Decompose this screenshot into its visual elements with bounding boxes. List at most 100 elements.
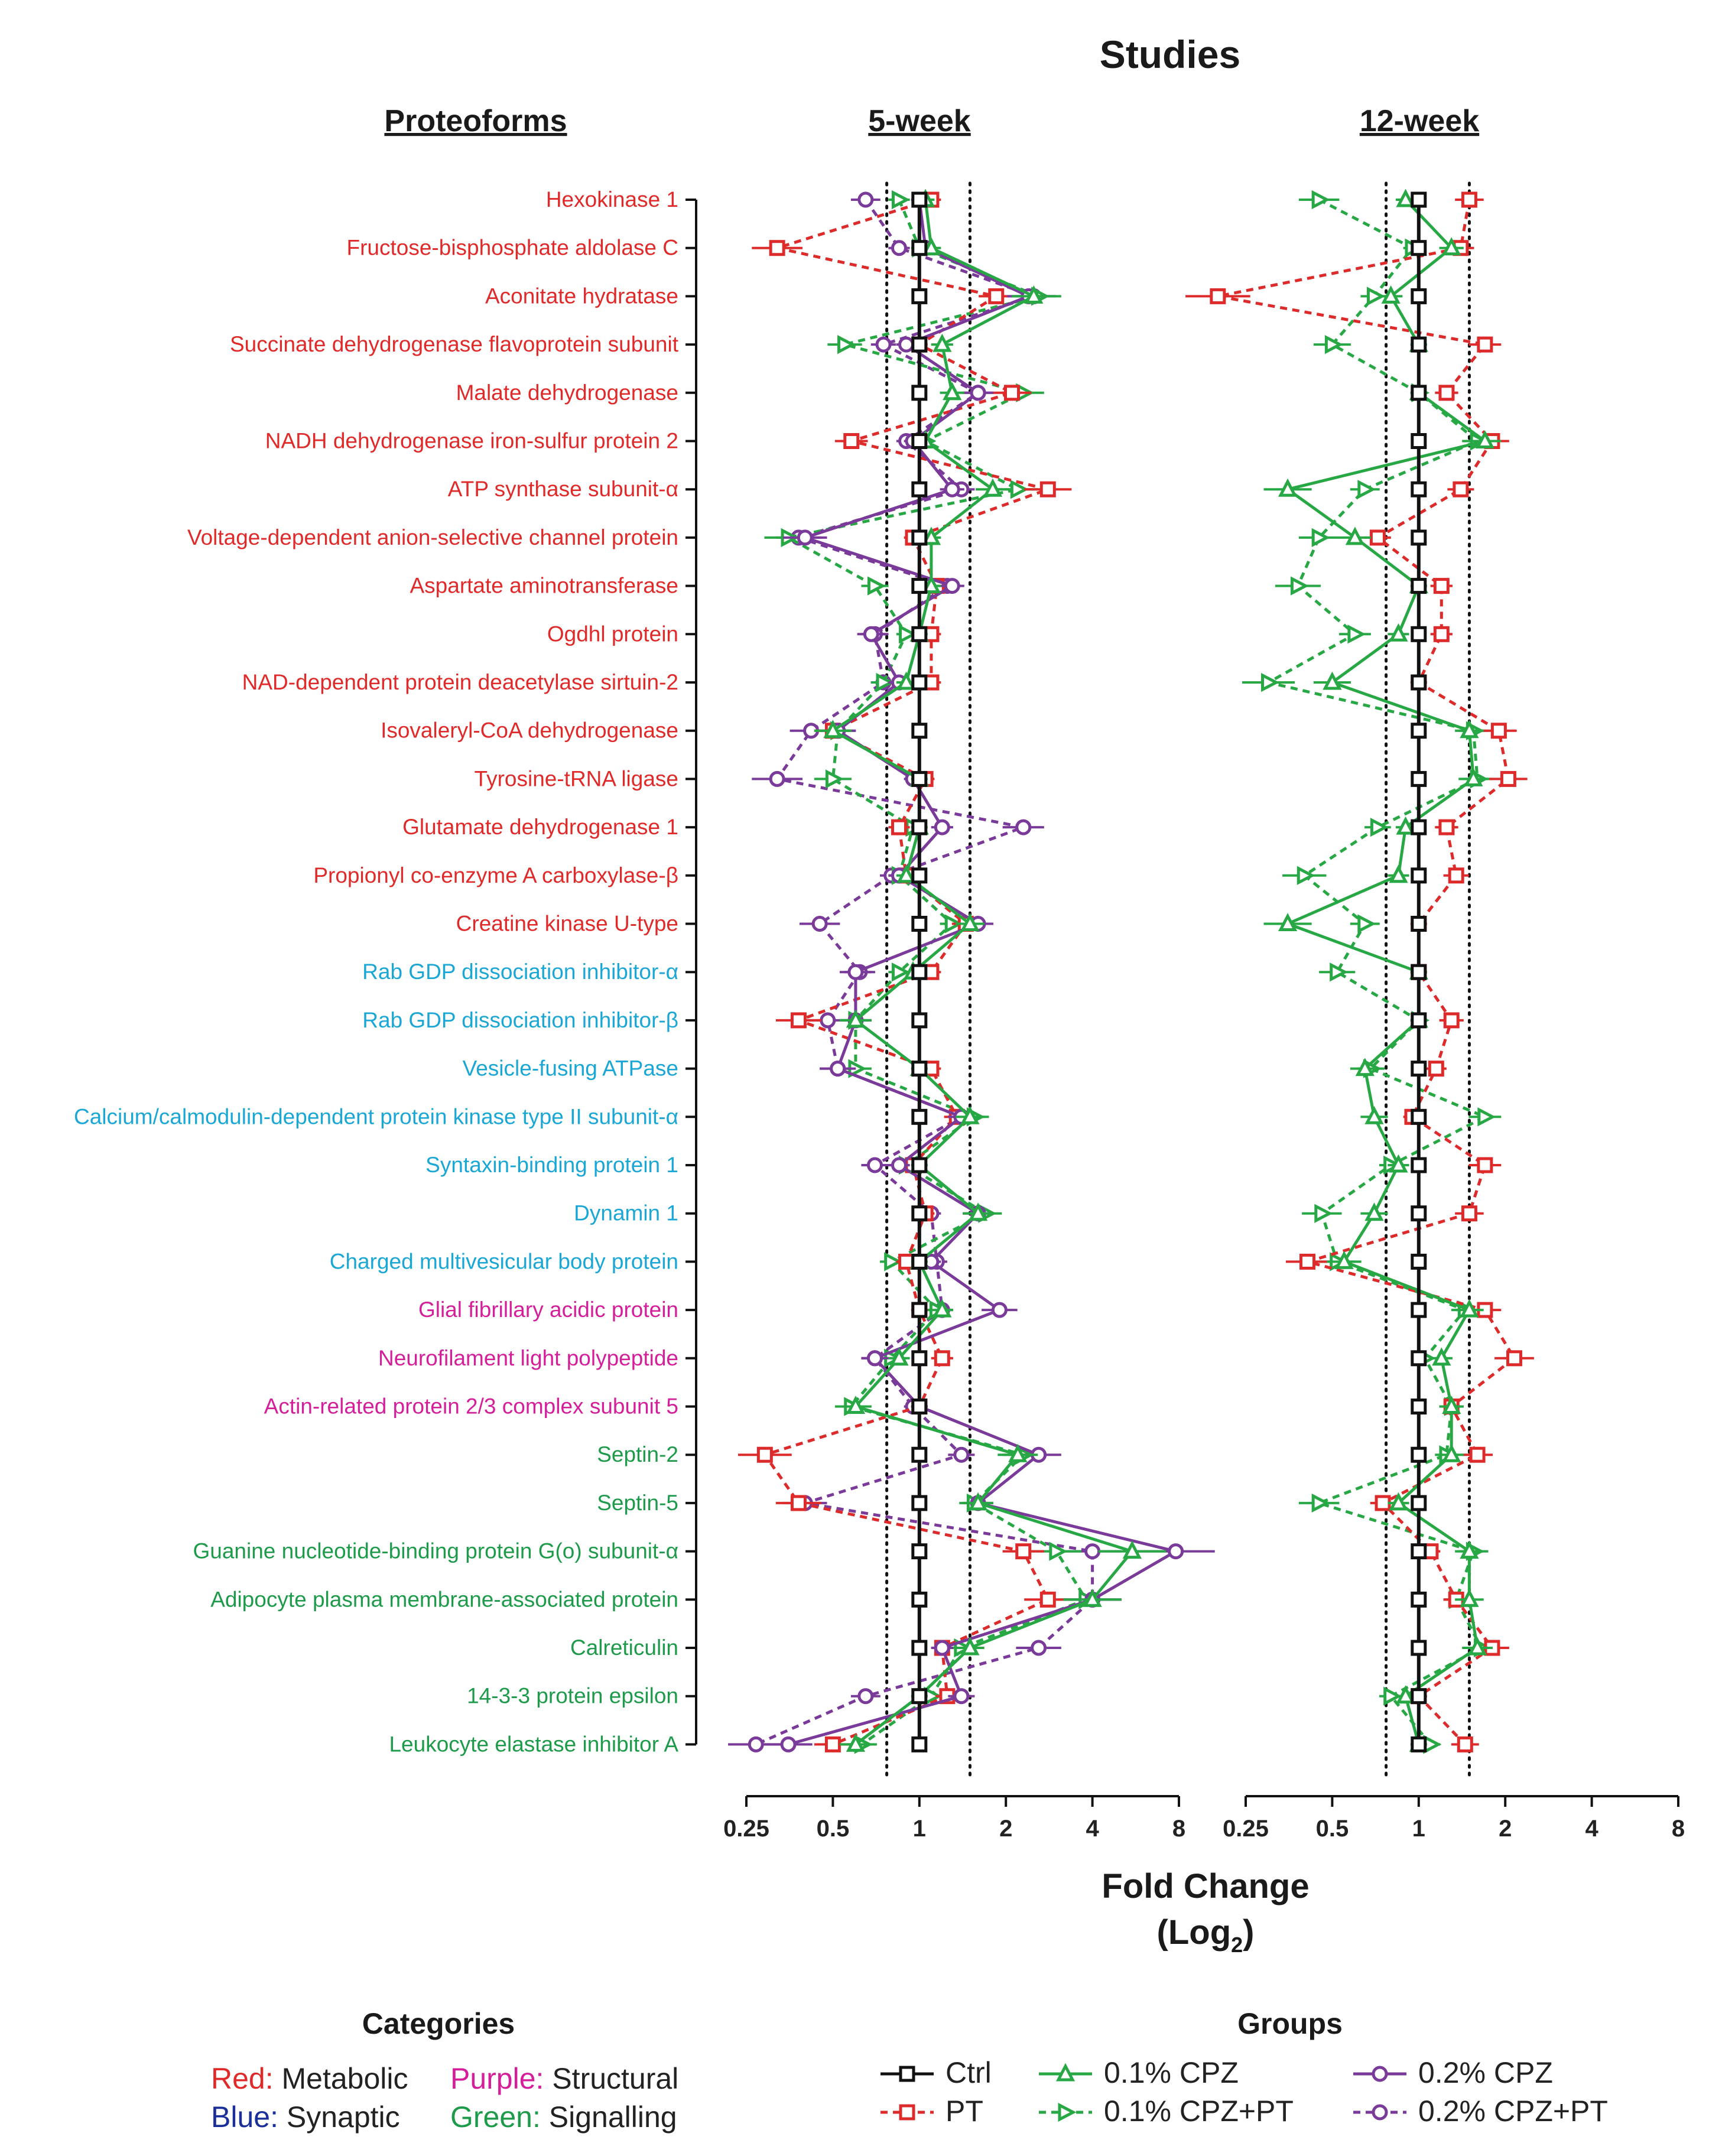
legend-category-structural-key: Purple: [450,2062,544,2095]
point-0-1-cpz [1278,478,1298,497]
point-0-2-cpz [891,1157,907,1173]
point-0-1-cpz [896,671,916,690]
point-pt [1210,288,1226,304]
point-0-1-cpz [1381,285,1401,304]
point-0-2-cpz-pt [811,916,828,932]
proteoform-label-rab-gdp-dissociation-inhibitor: Rab GDP dissociation inhibitor-β [362,1008,678,1032]
legend-label-ctrl: Ctrl [946,2056,992,2089]
point-0-1-cpz [960,1637,980,1656]
point-0-2-cpz-pt [866,1157,883,1173]
point-0-1-cpz-pt [867,576,886,596]
point-0-1-cpz-pt [837,334,856,355]
point-0-1-cpz-pt [1010,480,1029,499]
legend-label-pt: PT [946,2095,983,2128]
point-0-1-cpz [846,1733,866,1752]
point-0-2-cpz [970,385,986,401]
point-0-1-cpz [1389,864,1408,883]
legend-category-signalling-text: Signalling [541,2100,677,2134]
point-0-1-cpz [1460,1299,1479,1318]
point-0-1-cpz [1389,1154,1408,1173]
point-0-1-cpz-pt [1297,866,1315,885]
point-0-1-cpz [921,575,941,594]
legend-label-0-2-cpz: 0.2% CPZ [1418,2056,1553,2089]
point-ctrl [1411,1446,1427,1463]
legend-marker [1058,2102,1077,2122]
point-0-1-cpz [1460,720,1479,739]
x-tick-label-4: 4 [1585,1816,1598,1842]
figure-title: Studies [1100,32,1240,76]
point-ctrl [911,1205,928,1222]
point-0-1-cpz-pt [1311,190,1330,210]
point-pt [769,240,785,256]
point-pt [1438,819,1455,835]
panel-12-week: 0.25 0.5 1 2 4 8 [1185,181,1685,1842]
proteoform-label-atp-synthase-subunit: ATP synthase subunit-α [448,477,678,501]
proteoform-label-list: Hexokinase 1 Fructose-bisphosphate aldola… [74,187,697,1756]
legend-marker [899,2104,915,2121]
point-0-1-cpz [1475,430,1494,448]
point-pt [1490,723,1507,739]
point-pt [843,433,860,449]
point-0-1-cpz [889,1347,909,1366]
point-ctrl [911,433,928,449]
point-pt [898,1253,915,1270]
point-0-2-cpz-pt [953,1446,970,1463]
point-ctrl [1411,1350,1427,1367]
point-ctrl [911,964,928,980]
point-0-2-cpz [780,1736,797,1752]
point-ctrl [1411,867,1427,884]
point-pt [1433,578,1450,594]
proteoform-label-vesicle-fusing-atpase: Vesicle-fusing ATPase [463,1056,678,1081]
point-ctrl [911,1446,928,1463]
point-0-1-cpz-pt [899,625,917,644]
proteoform-label-succinate-dehydrogenase-flavoprotein-subunit: Succinate dehydrogenase flavoprotein sub… [230,332,679,356]
legend-marker [899,2066,915,2082]
legend-group-0-2-cpz-pt: 0.2% CPZ+PT [1353,2095,1608,2128]
point-ctrl [911,578,928,594]
point-ctrl [911,1688,928,1705]
point-0-1-cpz [968,1492,988,1511]
point-0-2-cpz-pt [857,1688,874,1705]
proteoform-label-tyrosine-trna-ligase: Tyrosine-tRNA ligase [475,766,678,791]
point-ctrl [911,1302,928,1318]
legend-group-ctrl: Ctrl [881,2056,992,2089]
point-ctrl [911,1108,928,1125]
point-0-1-cpz [1083,1588,1102,1607]
point-pt [891,819,907,835]
point-pt [1433,626,1450,642]
point-ctrl [1411,1495,1427,1511]
point-pt [1004,385,1021,401]
point-ctrl [911,723,928,739]
point-0-2-cpz-pt [820,1012,836,1029]
proteoform-label-aconitate-hydratase: Aconitate hydratase [485,284,678,308]
point-pt [756,1446,773,1463]
point-0-2-cpz-pt [857,191,874,208]
legend-category-synaptic: Blue: Synaptic [211,2100,400,2134]
point-ctrl [911,336,928,353]
point-0-2-cpz [797,529,813,546]
point-ctrl [911,481,928,497]
point-0-1-cpz [1122,1540,1142,1559]
point-ctrl [1411,191,1427,208]
point-0-1-cpz [1442,237,1461,256]
point-0-1-cpz-pt [876,672,895,692]
proteoform-label-dynamin-1: Dynamin 1 [574,1201,678,1225]
legend-label-0-1-cpz-pt: 0.1% CPZ+PT [1104,2095,1294,2128]
point-0-1-cpz [846,1009,866,1028]
point-0-1-cpz [1008,1443,1028,1462]
point-0-1-cpz [1432,1347,1451,1366]
point-0-1-cpz [933,1299,952,1318]
point-ctrl [911,674,928,691]
point-0-1-cpz-pt [1290,576,1309,596]
legend-category-signalling: Green: Signalling [450,2100,677,2134]
legend-marker [1372,2104,1388,2121]
legend-category-metabolic-text: Metabolic [274,2062,408,2095]
point-pt [790,1495,807,1511]
axis-title-log-unit: (Log2) [1157,1913,1255,1957]
point-0-1-cpz [823,720,843,739]
proteoform-label-nad-dependent-protein-deacetylase-sirtuin-2: NAD-dependent protein deacetylase sirtui… [242,670,678,694]
x-tick-label-1: 1 [1412,1816,1425,1842]
point-0-1-cpz-pt [884,1252,903,1272]
point-ctrl [1411,1688,1427,1705]
point-0-1-cpz [943,382,962,401]
